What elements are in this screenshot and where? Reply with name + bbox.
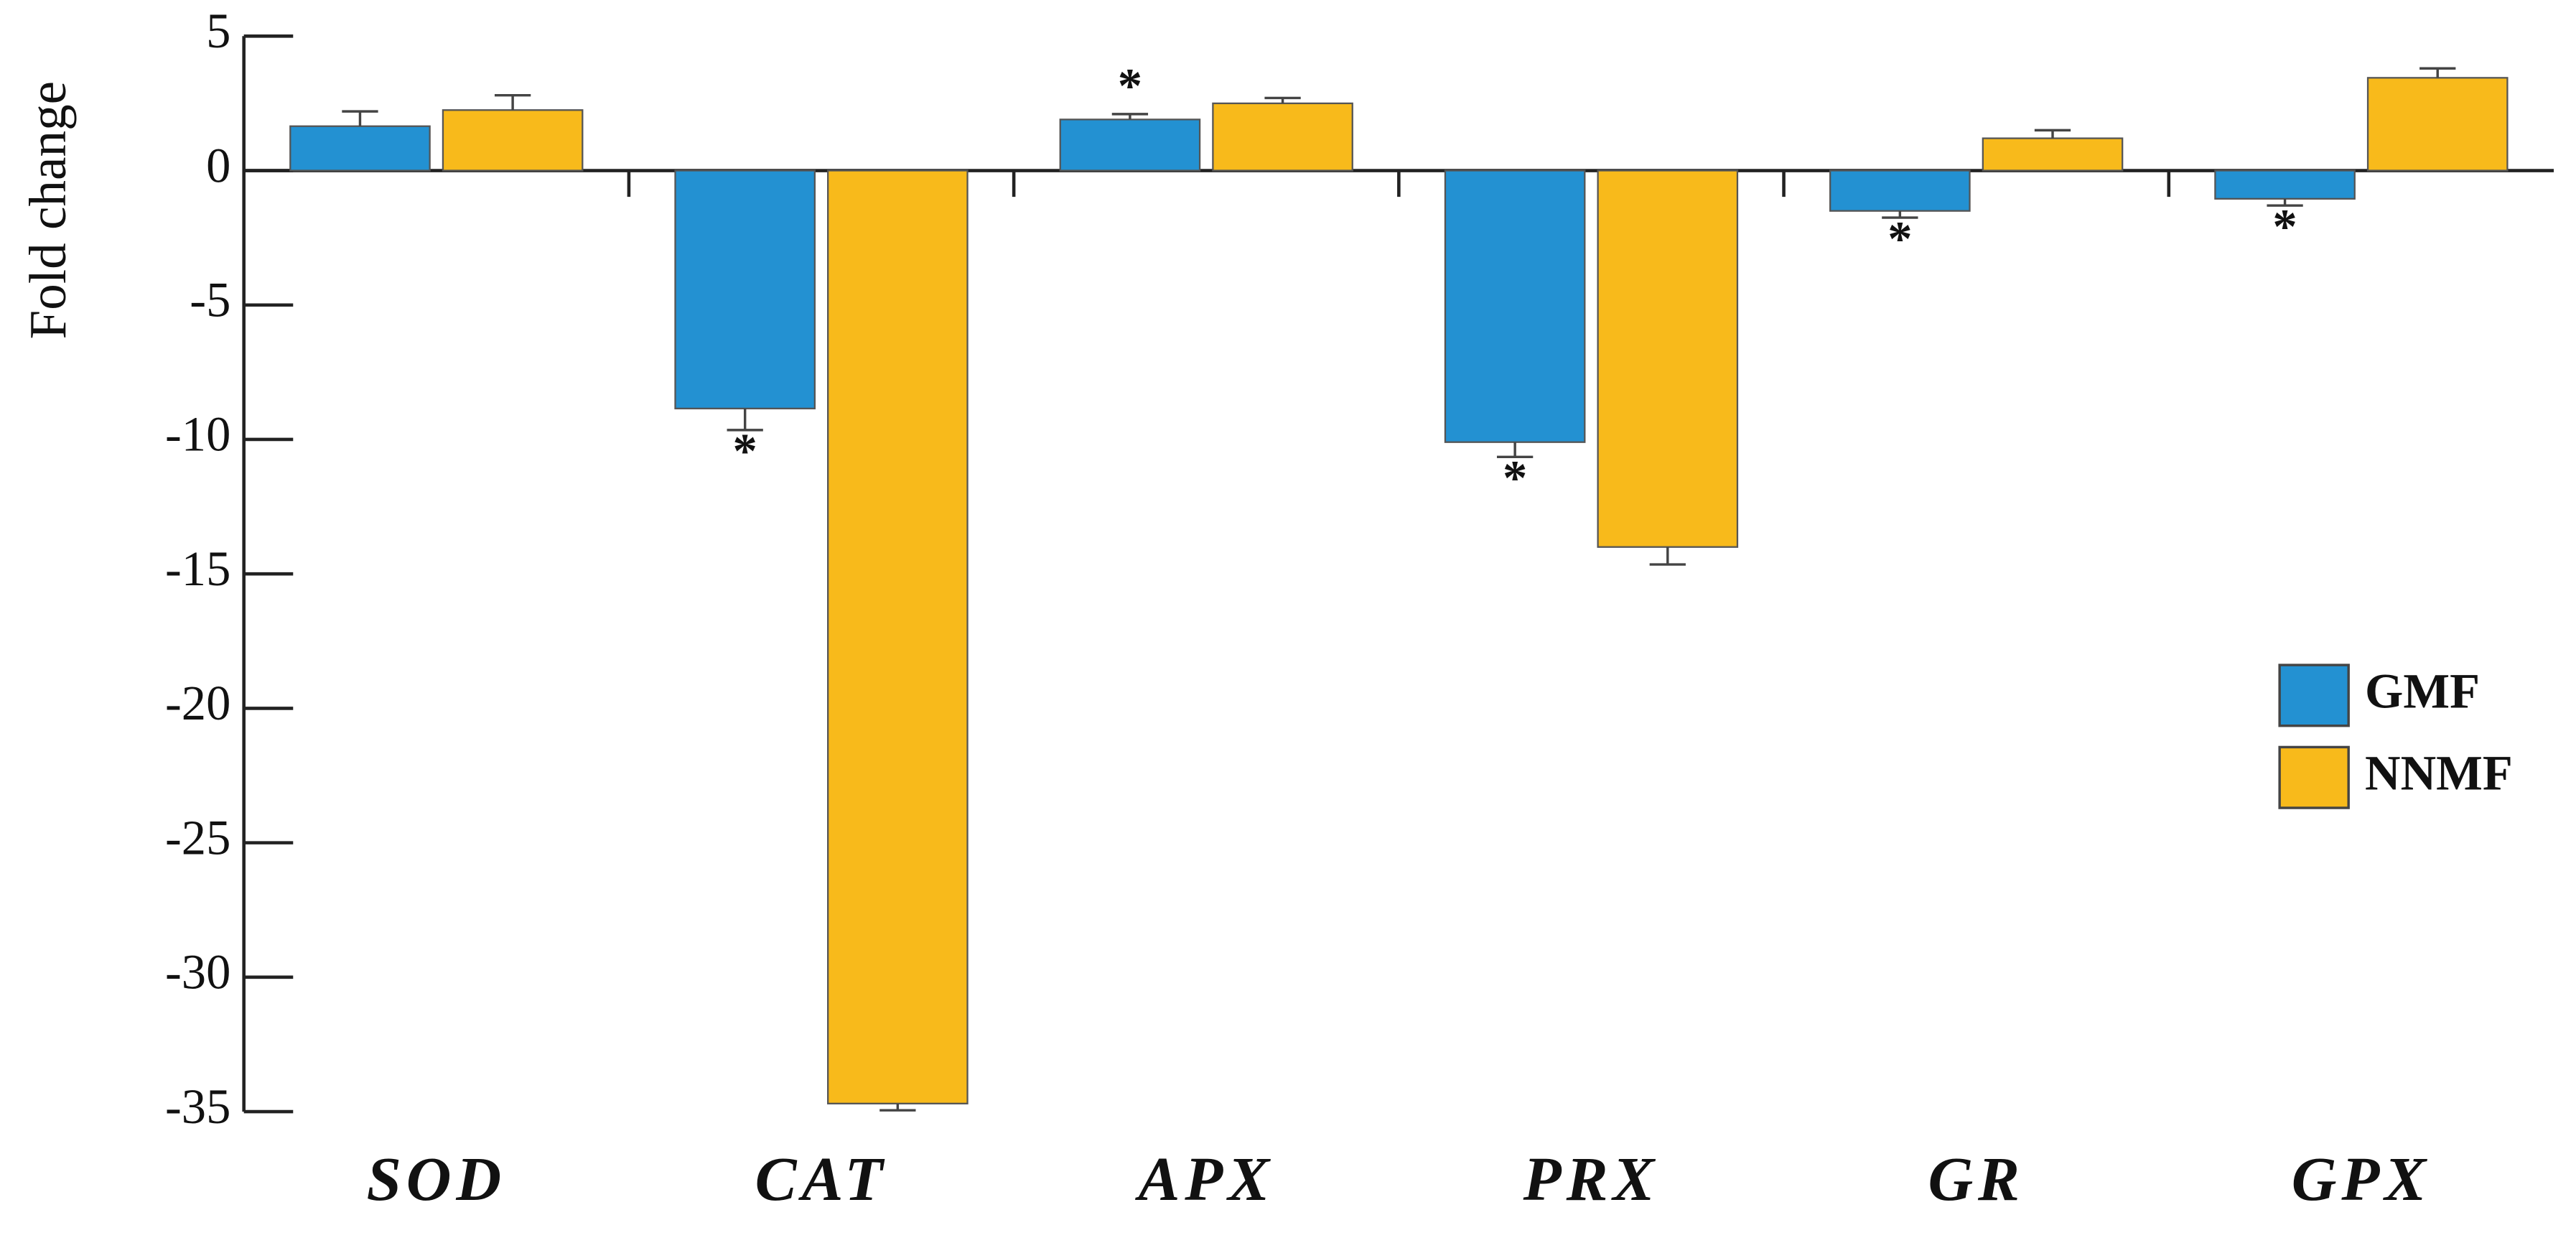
y-tick-label: 0: [206, 138, 230, 192]
bar: [827, 169, 969, 1104]
error-bar: [1649, 546, 1686, 566]
error-bar: [727, 408, 763, 432]
legend-swatch: [2278, 745, 2350, 809]
bar: [442, 109, 584, 172]
bar: [1982, 137, 2124, 172]
y-axis-label: Fold change: [19, 81, 77, 340]
significance-marker: *: [733, 424, 757, 478]
bar: [674, 169, 816, 410]
y-tick-label: -30: [165, 945, 230, 1000]
significance-marker: *: [1118, 59, 1142, 113]
bar: [1829, 169, 1971, 212]
error-bar: [879, 1103, 916, 1112]
bar: [289, 125, 431, 172]
y-tick-label: -5: [190, 272, 230, 327]
significance-marker: *: [1887, 211, 1912, 266]
bar: [2366, 77, 2509, 172]
bar: [1444, 169, 1586, 443]
error-bar: [1264, 96, 1301, 103]
x-tick-label: GR: [1928, 1145, 2024, 1214]
y-tick-label: 5: [206, 4, 230, 58]
error-bar: [1111, 113, 1149, 120]
significance-marker: *: [2272, 200, 2297, 254]
bar: [1597, 169, 1739, 548]
error-bar: [494, 93, 531, 111]
legend-swatch: [2278, 664, 2350, 727]
significance-marker: *: [1503, 451, 1527, 506]
x-tick-label: CAT: [755, 1145, 888, 1214]
error-bar: [1496, 442, 1534, 459]
x-tick-label: PRX: [1523, 1145, 1660, 1214]
y-tick-label: -20: [165, 676, 230, 730]
legend-label: GMF: [2365, 664, 2480, 718]
y-tick-label: -25: [165, 810, 230, 865]
x-tick-label: GPX: [2292, 1145, 2431, 1214]
bar: [2214, 169, 2356, 200]
bar: [1212, 102, 1353, 172]
error-bar: [2419, 67, 2456, 78]
error-bar: [2034, 129, 2071, 139]
x-tick-label: SOD: [367, 1145, 506, 1214]
y-tick-label: -15: [165, 541, 230, 596]
bar: [1059, 118, 1201, 172]
error-bar: [1882, 210, 1918, 219]
y-tick-label: -10: [165, 407, 230, 462]
y-tick-label: -35: [165, 1079, 230, 1134]
x-tick-label: APX: [1134, 1145, 1274, 1214]
error-bar: [342, 110, 378, 126]
legend-label: NNMF: [2365, 746, 2513, 801]
error-bar: [2267, 198, 2303, 207]
